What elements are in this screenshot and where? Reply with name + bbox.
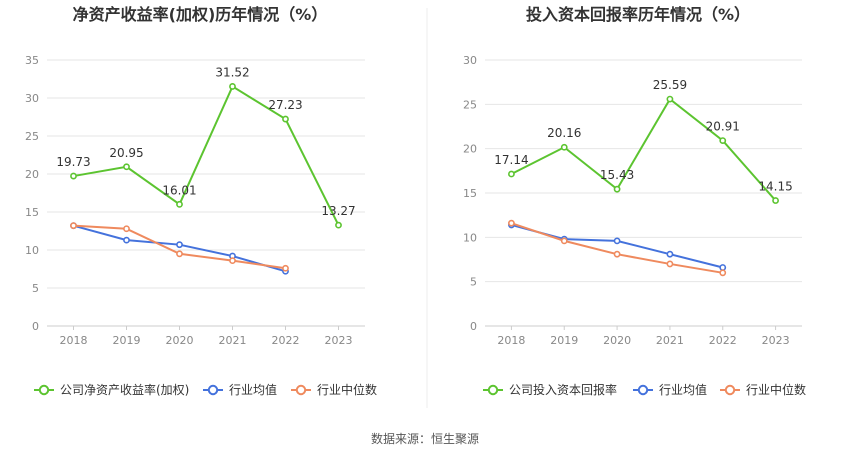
data-point[interactable] xyxy=(560,143,568,151)
chart-panel-roic: 投入资本回报率历年情况（%） 0 5 10 15 20 25 30 2018 2019 2020 20… xyxy=(463,5,806,397)
y-tick-label: 10 xyxy=(463,231,477,244)
y-tick-label: 15 xyxy=(463,187,477,200)
data-point[interactable] xyxy=(123,225,130,233)
data-point[interactable] xyxy=(176,250,183,258)
data-point[interactable] xyxy=(613,185,621,193)
y-tick-label: 30 xyxy=(463,54,477,67)
data-point[interactable] xyxy=(282,264,289,272)
legend-item[interactable]: 行业中位数 xyxy=(291,382,377,397)
series-line xyxy=(510,97,777,202)
data-point[interactable] xyxy=(176,200,183,208)
y-tick-label: 0 xyxy=(32,320,39,333)
legend-item[interactable]: 公司净资产收益率(加权) xyxy=(34,382,189,397)
data-label: 13.27 xyxy=(321,204,355,218)
legend-marker-icon xyxy=(295,384,307,396)
source-label: 数据来源：恒生聚源 xyxy=(371,431,479,446)
x-tick-label: 2019 xyxy=(550,334,578,347)
data-label: 20.95 xyxy=(109,146,143,160)
x-tick-label: 2022 xyxy=(709,334,737,347)
data-point[interactable] xyxy=(70,222,77,230)
data-point[interactable] xyxy=(176,241,183,249)
y-tick-label: 5 xyxy=(470,276,477,289)
legend-marker-icon xyxy=(724,384,736,396)
x-tick-label: 2018 xyxy=(60,334,88,347)
data-point[interactable] xyxy=(229,83,236,90)
data-label: 25.59 xyxy=(653,78,687,92)
data-label: 14.15 xyxy=(758,180,792,194)
y-tick-label: 20 xyxy=(25,168,39,181)
chart-panel-roe: 净资产收益率(加权)历年情况（%） 0 5 10 15 20 25 30 35 2018 2019 2… xyxy=(25,5,377,397)
y-tick-label: 20 xyxy=(463,143,477,156)
data-point[interactable] xyxy=(123,236,130,244)
y-tick-label: 10 xyxy=(25,244,39,257)
data-point[interactable] xyxy=(70,172,77,180)
legend-item[interactable]: 行业均值 xyxy=(203,382,277,397)
y-tick-label: 30 xyxy=(25,92,39,105)
data-point[interactable] xyxy=(666,250,674,258)
x-tick-label: 2023 xyxy=(762,334,790,347)
legend-label: 公司投入资本回报率 xyxy=(509,382,617,397)
data-label: 16.01 xyxy=(162,183,196,197)
data-point[interactable] xyxy=(508,219,515,227)
data-point[interactable] xyxy=(719,137,727,144)
x-tick-label: 2020 xyxy=(603,334,631,347)
x-tick-label: 2020 xyxy=(166,334,194,347)
legend-item[interactable]: 公司投入资本回报率 xyxy=(483,382,617,397)
data-point[interactable] xyxy=(719,269,727,277)
legend-label: 行业均值 xyxy=(659,382,707,397)
data-point[interactable] xyxy=(772,197,779,204)
data-label: 19.73 xyxy=(56,155,90,169)
y-tick-label: 35 xyxy=(25,54,39,67)
x-tick-label: 2023 xyxy=(325,334,353,347)
data-label: 20.91 xyxy=(706,120,740,134)
data-point[interactable] xyxy=(613,237,621,245)
data-point[interactable] xyxy=(123,163,130,171)
y-tick-label: 0 xyxy=(470,320,477,333)
series-line xyxy=(73,84,340,226)
y-tick-label: 25 xyxy=(25,130,39,143)
legend-item[interactable]: 行业中位数 xyxy=(720,382,806,397)
x-tick-label: 2022 xyxy=(272,334,300,347)
series-line xyxy=(511,222,723,274)
x-tick-label: 2021 xyxy=(656,334,684,347)
data-point[interactable] xyxy=(229,257,236,265)
x-tick-label: 2018 xyxy=(497,334,525,347)
legend-label: 公司净资产收益率(加权) xyxy=(60,382,189,397)
data-point[interactable] xyxy=(613,250,621,258)
series-line xyxy=(511,223,723,269)
legend-item[interactable]: 行业均值 xyxy=(633,382,707,397)
data-point[interactable] xyxy=(560,237,568,245)
data-label: 20.16 xyxy=(547,126,581,140)
data-label: 31.52 xyxy=(215,65,249,79)
y-tick-label: 15 xyxy=(25,206,39,219)
legend-marker-icon xyxy=(637,384,649,396)
chart-title: 净资产收益率(加权)历年情况（%） xyxy=(73,5,328,24)
data-point[interactable] xyxy=(335,221,342,229)
y-tick-label: 5 xyxy=(32,282,39,295)
legend-label: 行业中位数 xyxy=(746,382,806,397)
chart-title: 投入资本回报率历年情况（%） xyxy=(526,5,750,24)
data-point[interactable] xyxy=(666,95,674,103)
legend-marker-icon xyxy=(207,384,219,396)
data-point[interactable] xyxy=(282,115,289,123)
legend-label: 行业中位数 xyxy=(317,382,377,397)
data-label: 15.43 xyxy=(600,168,634,182)
data-point[interactable] xyxy=(508,170,515,178)
legend-marker-icon xyxy=(38,384,50,396)
data-point[interactable] xyxy=(666,260,674,268)
x-tick-label: 2019 xyxy=(113,334,141,347)
x-tick-label: 2021 xyxy=(219,334,247,347)
data-label: 27.23 xyxy=(268,98,302,112)
data-point[interactable] xyxy=(719,264,727,271)
legend-label: 行业均值 xyxy=(229,382,277,397)
legend-marker-icon xyxy=(487,384,499,396)
data-label: 17.14 xyxy=(494,153,528,167)
y-tick-label: 25 xyxy=(463,98,477,111)
